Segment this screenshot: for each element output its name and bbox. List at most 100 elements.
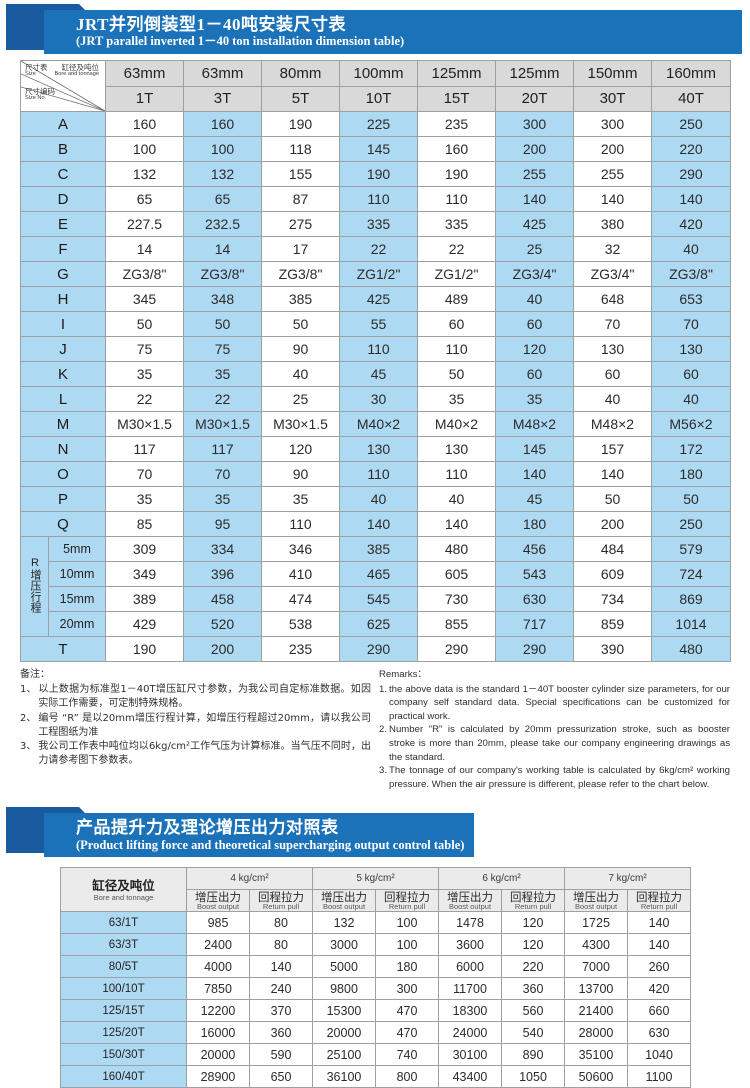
dimension-row-P-cell-7: 50 xyxy=(651,486,731,512)
corner-diagonal-lines-icon xyxy=(21,61,105,111)
dimension-row-M-cell-7: M56×2 xyxy=(651,411,731,437)
dimension-bore-header-4: 125mm xyxy=(417,60,496,87)
dimension-r-5mm-cell-5: 456 xyxy=(495,536,574,562)
dimension-tonnage-header-4: 15T xyxy=(417,85,496,112)
dimension-row-T-cell-1: 200 xyxy=(183,636,262,662)
dimension-row-C-cell-2: 155 xyxy=(261,161,340,187)
dimension-row-A-cell-4: 235 xyxy=(417,111,496,137)
force-cell-150-30T-5: 890 xyxy=(501,1043,565,1067)
force-cell-63-1T-5: 120 xyxy=(501,911,565,935)
dimension-row-B-cell-7: 220 xyxy=(651,136,731,162)
force-row-label-150-30T: 150/30T xyxy=(60,1043,187,1067)
note-cn-item-3-text: 我公司工作表中吨位均以6kg/cm²工作气压为计算标准。当气压不同时，出力请参考… xyxy=(38,740,371,767)
dimension-row-K-cell-7: 60 xyxy=(651,361,731,387)
note-en-item-3: 3. The tonnage of our company's working t… xyxy=(379,764,730,791)
dimension-row-O-cell-0: 70 xyxy=(105,461,184,487)
force-cell-63-1T-6: 1725 xyxy=(564,911,628,935)
dimension-row-L-cell-3: 30 xyxy=(339,386,418,412)
dimension-row-D: D 65 65 87 110 110 140 140 140 xyxy=(20,186,731,212)
dimension-row-label-C: C xyxy=(20,161,106,187)
dimension-row-C-cell-4: 190 xyxy=(417,161,496,187)
dimension-row-L-cell-2: 25 xyxy=(261,386,340,412)
dimension-row-label-D: D xyxy=(20,186,106,212)
dimension-row-M-cell-1: M30×1.5 xyxy=(183,411,262,437)
dimension-r-15mm-cell-4: 730 xyxy=(417,586,496,612)
force-cell-125-20T-3: 470 xyxy=(375,1021,439,1045)
force-cell-125-20T-4: 24000 xyxy=(438,1021,502,1045)
notes-english-title: Remarks： xyxy=(379,669,427,680)
force-row-label-80-5T: 80/5T xyxy=(60,955,187,979)
dimension-row-O: O 70 70 90 110 110 140 140 180 xyxy=(20,461,731,487)
force-cell-100-10T-7: 420 xyxy=(627,977,691,1001)
force-cell-160-40T-5: 1050 xyxy=(501,1065,565,1088)
force-subheader-1-0: 增压出力 Boost output xyxy=(312,889,376,913)
note-en-item-1: 1. the above data is the standard 1－40T b… xyxy=(379,683,730,724)
dimension-r-sublabel-10mm: 10mm xyxy=(48,561,106,587)
dimension-r-20mm-cell-0: 429 xyxy=(105,611,184,637)
dimension-row-Q-cell-2: 110 xyxy=(261,511,340,537)
force-cell-125-20T-6: 28000 xyxy=(564,1021,628,1045)
dimension-row-D-cell-0: 65 xyxy=(105,186,184,212)
force-cell-80-5T-7: 260 xyxy=(627,955,691,979)
dimension-r-10mm-cell-7: 724 xyxy=(651,561,731,587)
dimension-row-I-cell-5: 60 xyxy=(495,311,574,337)
dimension-row-I-cell-3: 55 xyxy=(339,311,418,337)
dimension-r-15mm-cell-2: 474 xyxy=(261,586,340,612)
dimension-row-H-cell-0: 345 xyxy=(105,286,184,312)
banner2-bar xyxy=(44,813,474,858)
dimension-r-10mm-cell-2: 410 xyxy=(261,561,340,587)
note-cn-item-3: 3、 我公司工作表中吨位均以6kg/cm²工作气压为计算标准。当气压不同时，出力请… xyxy=(20,740,371,768)
dimension-row-Q-cell-0: 85 xyxy=(105,511,184,537)
dimension-row-A: A 160 160 190 225 235 300 300 250 xyxy=(20,111,731,137)
dimension-row-O-cell-5: 140 xyxy=(495,461,574,487)
note-en-item-2-text: Number "R" is calculated by 20mm pressur… xyxy=(389,724,730,763)
dimension-bore-header-2: 80mm xyxy=(261,60,340,87)
force-header-pressure-row: 缸径及吨位 Bore and tonnage 4 kg/cm² 5 kg/cm² 6 k… xyxy=(60,867,691,913)
dimension-r-subrow-20mm: 20mm 429 520 538 625 855 717 859 1014 xyxy=(21,611,731,637)
dimension-row-T-cell-0: 190 xyxy=(105,636,184,662)
dimension-row-O-cell-4: 110 xyxy=(417,461,496,487)
dimension-tonnage-header-6: 30T xyxy=(573,85,652,112)
dimension-row-K-cell-1: 35 xyxy=(183,361,262,387)
dimension-row-E-cell-4: 335 xyxy=(417,211,496,237)
force-cell-63-1T-4: 1478 xyxy=(438,911,502,935)
dimension-row-D-cell-6: 140 xyxy=(573,186,652,212)
dimension-row-Q-cell-6: 200 xyxy=(573,511,652,537)
dimension-row-P-cell-0: 35 xyxy=(105,486,184,512)
dimension-row-L-cell-0: 22 xyxy=(105,386,184,412)
force-cell-80-5T-0: 4000 xyxy=(186,955,250,979)
force-row-label-100-10T: 100/10T xyxy=(60,977,187,1001)
dimension-row-F-cell-1: 14 xyxy=(183,236,262,262)
dimension-row-F-cell-4: 22 xyxy=(417,236,496,262)
dimension-row-L-cell-5: 35 xyxy=(495,386,574,412)
dimension-row-B-cell-4: 160 xyxy=(417,136,496,162)
dimension-row-N-cell-2: 120 xyxy=(261,436,340,462)
force-cell-63-1T-2: 132 xyxy=(312,911,376,935)
force-cell-125-15T-5: 560 xyxy=(501,999,565,1023)
force-row-label-63-3T: 63/3T xyxy=(60,933,187,957)
force-cell-160-40T-4: 43400 xyxy=(438,1065,502,1088)
dimension-row-H-cell-2: 385 xyxy=(261,286,340,312)
force-table-wrapper: 缸径及吨位 Bore and tonnage 4 kg/cm² 5 kg/cm² 6 k… xyxy=(60,867,691,1088)
dimension-row-F-cell-3: 22 xyxy=(339,236,418,262)
dimension-row-E-cell-5: 425 xyxy=(495,211,574,237)
force-table: 缸径及吨位 Bore and tonnage 4 kg/cm² 5 kg/cm² 6 k… xyxy=(60,867,691,1088)
notes-chinese-title: 备注： xyxy=(20,669,50,680)
dimension-table: 缸径及吨位 Bore and tonnage 尺寸表 Size 尺寸编码 Siz… xyxy=(20,60,731,662)
dimension-row-J-cell-5: 120 xyxy=(495,336,574,362)
dimension-row-F-cell-0: 14 xyxy=(105,236,184,262)
force-cell-63-1T-3: 100 xyxy=(375,911,439,935)
force-cell-160-40T-6: 50600 xyxy=(564,1065,628,1088)
force-cell-63-3T-0: 2400 xyxy=(186,933,250,957)
dimension-tonnage-header-2: 5T xyxy=(261,85,340,112)
dimension-row-N-cell-5: 145 xyxy=(495,436,574,462)
dimension-row-D-cell-3: 110 xyxy=(339,186,418,212)
dimension-row-Q: Q 85 95 110 140 140 180 200 250 xyxy=(20,511,731,537)
dimension-row-I: I 50 50 50 55 60 60 70 70 xyxy=(20,311,731,337)
force-row-80-5T: 80/5T 4000 140 5000 180 6000 220 7000 260 xyxy=(60,955,691,979)
force-row-label-160-40T: 160/40T xyxy=(60,1065,187,1088)
force-subheader-3-0: 增压出力 Boost output xyxy=(564,889,628,913)
dimension-row-G-cell-2: ZG3/8" xyxy=(261,261,340,287)
dimension-row-J-cell-7: 130 xyxy=(651,336,731,362)
dimension-row-A-cell-2: 190 xyxy=(261,111,340,137)
